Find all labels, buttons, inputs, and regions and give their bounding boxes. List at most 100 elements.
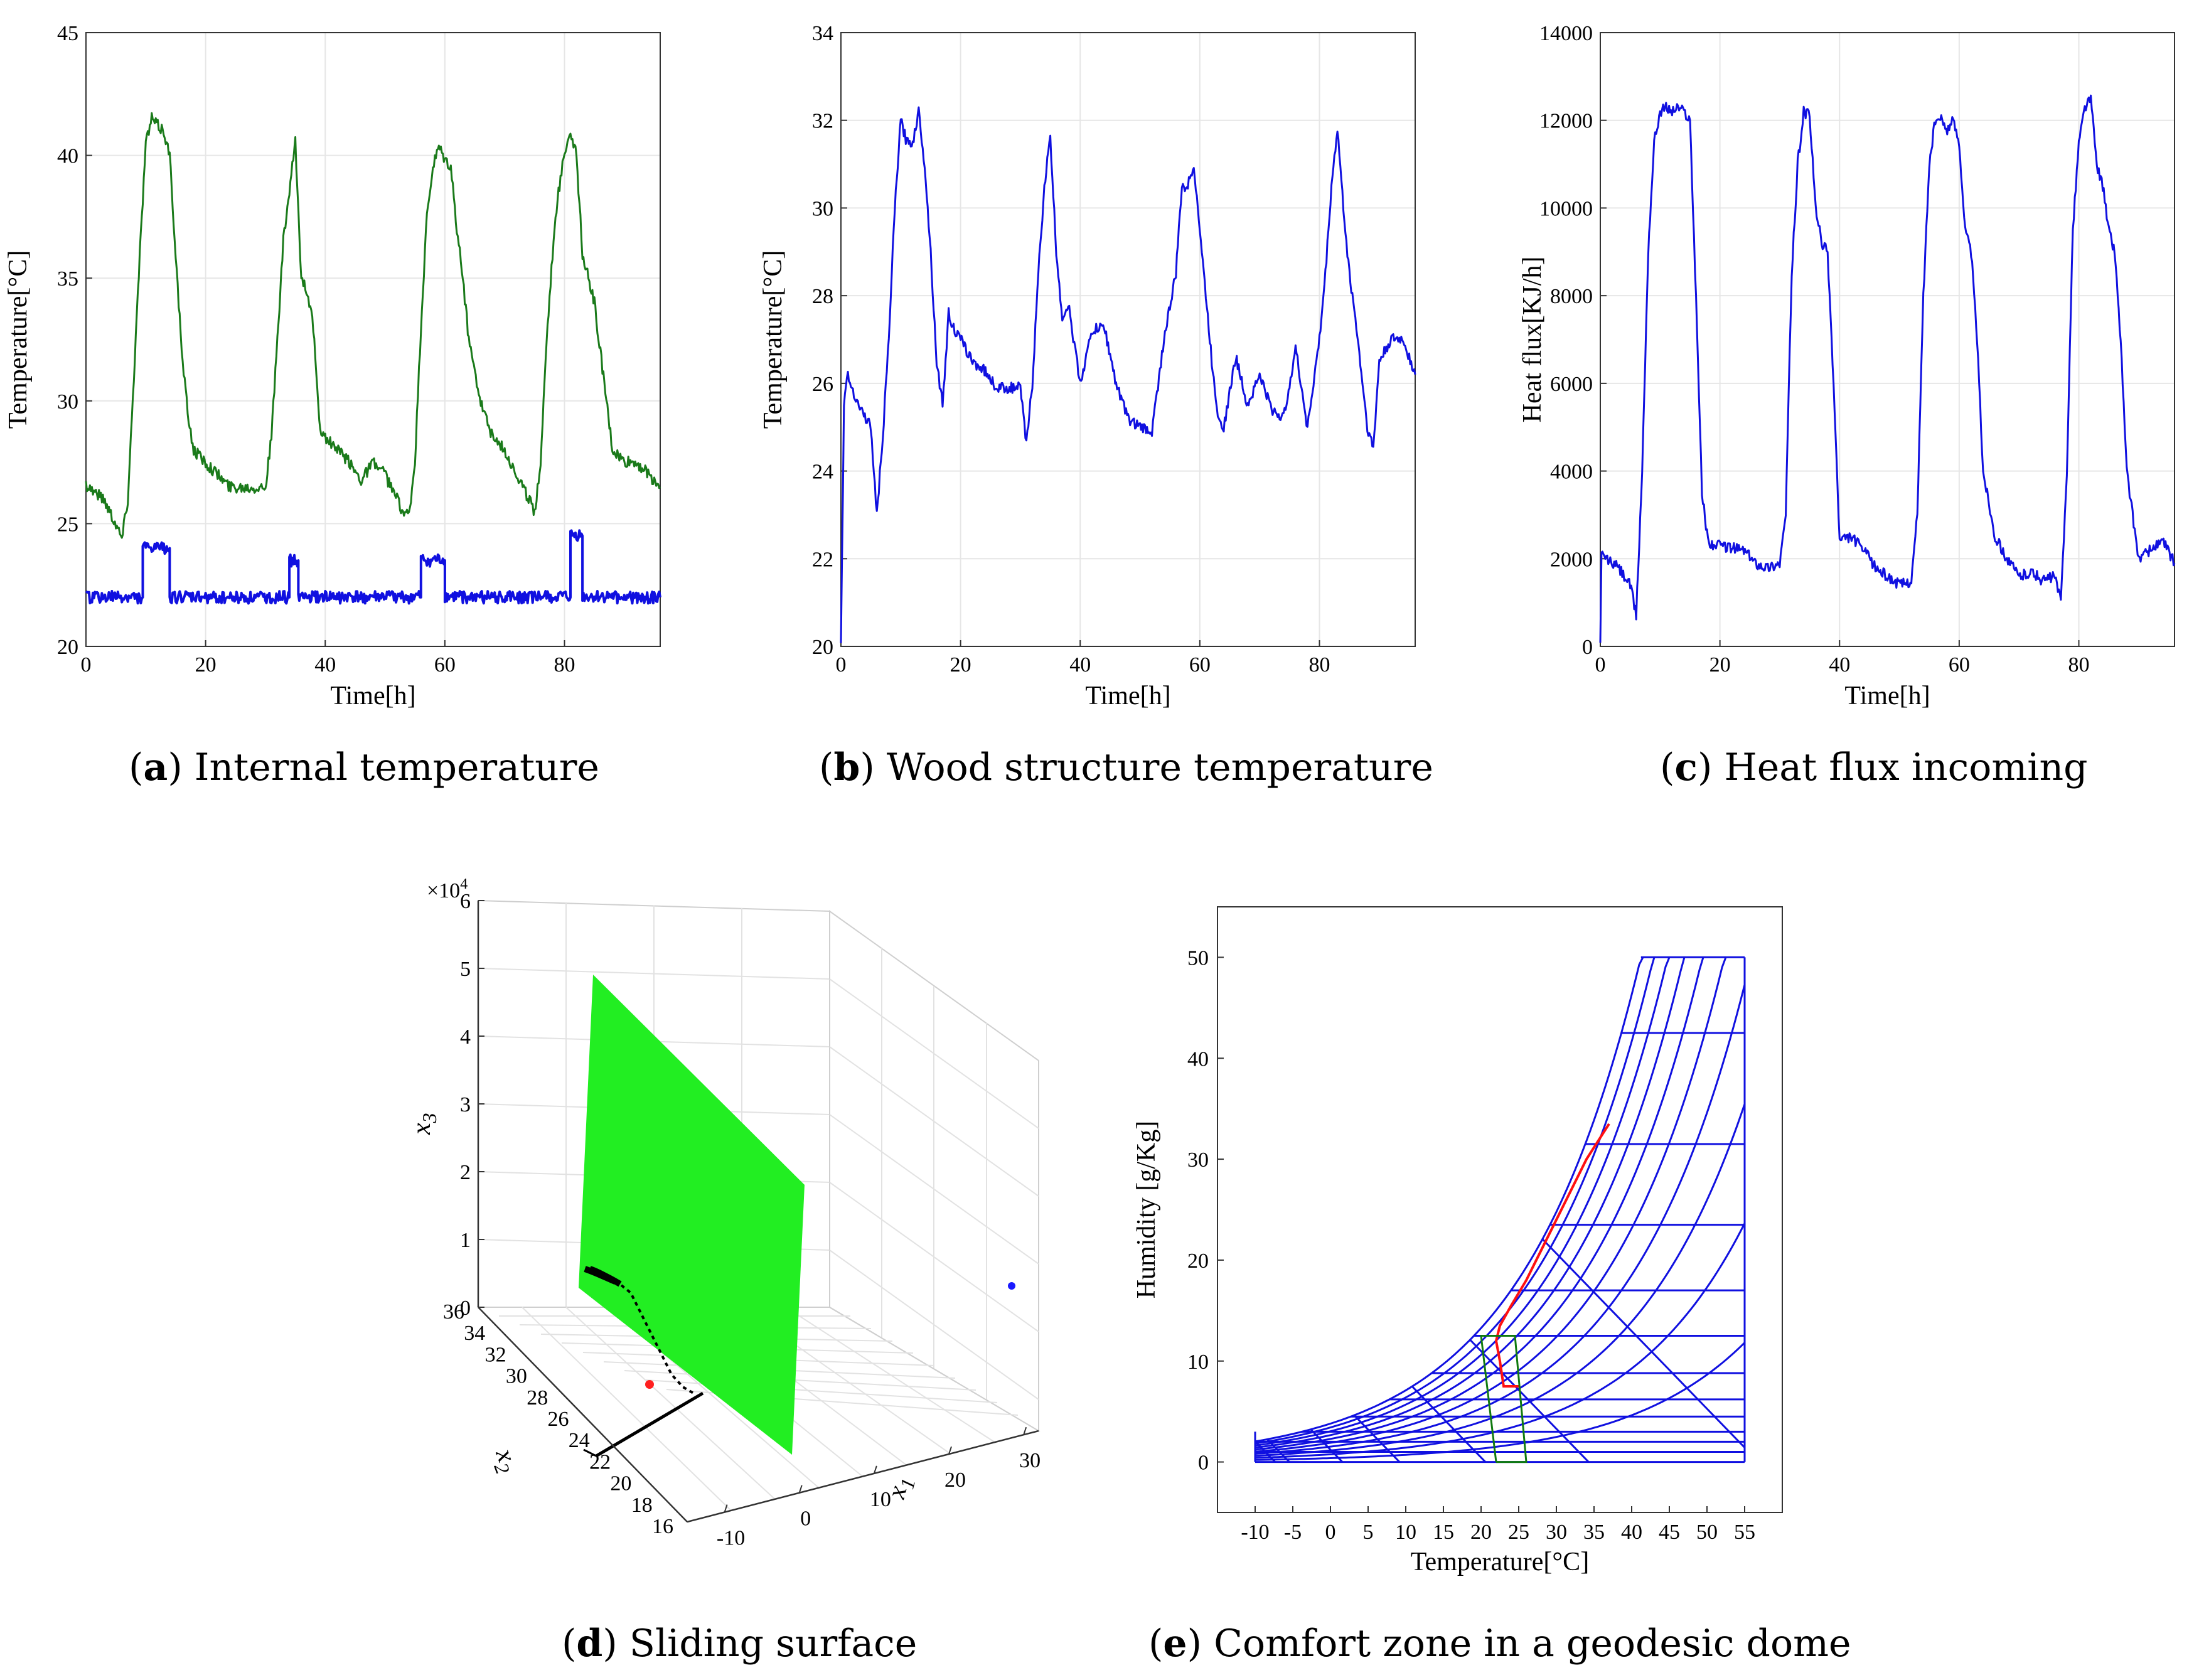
- y-axis-label: Heat flux[KJ/h]: [1518, 257, 1547, 423]
- x2-tick-label: 34: [464, 1322, 485, 1345]
- x-tick-label: 0: [81, 653, 92, 677]
- relative-humidity-curve: [1255, 1223, 1746, 1459]
- z-tick-label: 5: [460, 958, 471, 981]
- y-tick-label: 50: [1187, 946, 1209, 970]
- relative-humidity-curve: [1255, 956, 1671, 1447]
- y-tick-label: 2000: [1550, 548, 1593, 571]
- x2-tick-label: 16: [652, 1515, 673, 1538]
- psychrometric-grid: [1254, 956, 1746, 1463]
- z-tick-label: 4: [460, 1025, 471, 1049]
- x-axis-label: Time[h]: [1844, 682, 1930, 710]
- y-tick-label: 20: [1187, 1249, 1209, 1273]
- plot-frame: [1217, 906, 1783, 1513]
- y-tick-label: 28: [812, 285, 833, 308]
- enthalpy-line: [1353, 1415, 1401, 1463]
- z-tick-label: 3: [460, 1093, 471, 1116]
- initial-point-marker: [645, 1380, 654, 1389]
- z-tick-label: 1: [460, 1229, 471, 1252]
- x1-tick-label: 10: [870, 1488, 891, 1511]
- chart-heat-flux-incoming: 0 2000 4000 6000 8000 10000 12000 14000 0 20 40 60 8…: [1518, 22, 2176, 710]
- series-line-heat_flux: [1599, 94, 2176, 643]
- x-tick-label: 40: [314, 653, 336, 677]
- y-tick-label: 45: [57, 22, 78, 45]
- z-axis-label: x3: [407, 1113, 441, 1135]
- x-tick-label: 60: [1949, 653, 1970, 677]
- y-tick-label: 40: [57, 145, 78, 168]
- enthalpy-line: [1266, 1438, 1290, 1463]
- x-tick-label: 0: [1595, 653, 1606, 677]
- z-tick-label: 6: [460, 890, 471, 913]
- x1-tick-label: 30: [1019, 1449, 1041, 1472]
- x-tick-label: 20: [1709, 653, 1731, 677]
- y-tick-label: 30: [812, 197, 833, 220]
- x-tick-label: 80: [1309, 653, 1330, 677]
- x2-tick-label: 26: [548, 1408, 569, 1431]
- x-tick-label: 5: [1363, 1521, 1374, 1544]
- x2-tick-label: 36: [443, 1300, 464, 1324]
- x1-tick: [798, 1485, 803, 1494]
- sliding-surface-plane: [579, 975, 805, 1455]
- y-tick-label: 20: [57, 636, 78, 659]
- x-tick-label: -5: [1284, 1521, 1302, 1544]
- plot-frame: [1600, 32, 2175, 647]
- target-point-marker: [1008, 1282, 1015, 1290]
- y-tick-label: 12000: [1539, 110, 1593, 133]
- enthalpy-line: [1469, 1339, 1590, 1463]
- x-tick-label: 20: [950, 653, 971, 677]
- x-tick-label: 15: [1433, 1521, 1454, 1544]
- saturation-curve: [1255, 956, 1644, 1443]
- y-tick-label: 34: [812, 22, 833, 45]
- plot-frame: [85, 32, 661, 647]
- y-tick-label: 10000: [1539, 197, 1593, 220]
- x-tick-label: 35: [1583, 1521, 1605, 1544]
- x2-tick-label: 24: [569, 1429, 590, 1452]
- x2-tick-label: 18: [631, 1494, 653, 1517]
- x2-tick-label: 22: [589, 1450, 611, 1474]
- x-tick-label: 25: [1508, 1521, 1529, 1544]
- y-tick-label: 20: [812, 636, 833, 659]
- y-tick-label: 4000: [1550, 461, 1593, 484]
- y-tick-label: 32: [812, 110, 833, 133]
- enthalpy-line: [1254, 1440, 1276, 1463]
- plot-frame: [840, 32, 1416, 647]
- relative-humidity-curve: [1255, 956, 1656, 1445]
- x-tick-label: 60: [1189, 653, 1211, 677]
- y-tick-label: 40: [1187, 1047, 1209, 1071]
- y-tick-label: 26: [812, 373, 833, 396]
- y-axis-label: x2: [486, 1445, 525, 1477]
- x2-tick-label: 30: [506, 1365, 527, 1388]
- x-axis-label: Time[h]: [330, 682, 415, 710]
- x1-tick: [873, 1465, 877, 1474]
- z-tick-label: 2: [460, 1161, 471, 1184]
- x-tick-label: 10: [1395, 1521, 1416, 1544]
- x1-tick: [948, 1446, 952, 1455]
- chart-sliding-surface: 01234561618202224262830323436-100102030 …: [407, 879, 1041, 1550]
- caption-e: (e) Comfort zone in a geodesic dome: [1148, 1622, 1851, 1666]
- enthalpy-line: [1310, 1428, 1344, 1463]
- series-line-wood: [840, 106, 1416, 643]
- series-line-setpoint: [85, 529, 661, 605]
- y-tick-label: 35: [57, 267, 78, 291]
- caption-b: (b) Wood structure temperature: [819, 746, 1433, 789]
- x-tick-label: 55: [1734, 1521, 1755, 1544]
- x-tick-label: -10: [1241, 1521, 1269, 1544]
- x2-tick-label: 20: [610, 1472, 631, 1495]
- x-tick-label: 40: [1069, 653, 1091, 677]
- x1-tick: [1023, 1426, 1027, 1435]
- x-axis-label: Time[h]: [1085, 682, 1170, 710]
- x-tick-label: 80: [2068, 653, 2090, 677]
- relative-humidity-curve: [1255, 1103, 1746, 1457]
- y-tick-label: 0: [1198, 1452, 1209, 1475]
- x-tick-label: 80: [554, 653, 575, 677]
- trajectory-3d: [583, 1266, 704, 1458]
- y-tick-label: 30: [1187, 1148, 1209, 1172]
- enthalpy-line: [1541, 1238, 1746, 1448]
- x2-tick-label: 32: [485, 1343, 506, 1366]
- x-tick-label: 0: [1325, 1521, 1336, 1544]
- series-line-trajectory: [1494, 1123, 1610, 1388]
- y-axis-label: Temperature[°C]: [4, 250, 33, 429]
- relative-humidity-curve: [1255, 956, 1727, 1453]
